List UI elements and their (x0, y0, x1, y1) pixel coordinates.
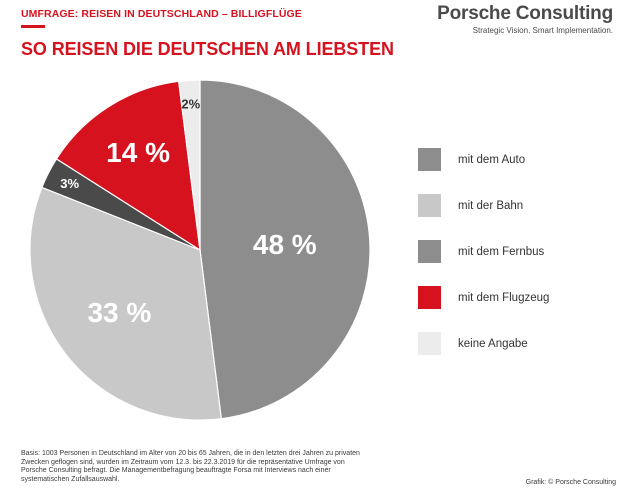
legend-swatch (418, 148, 441, 171)
methodology-note: Basis: 1003 Personen in Deutschland im A… (21, 450, 360, 483)
legend-label: mit dem Auto (458, 153, 526, 166)
legend-item-mit-der-bahn: mit der Bahn (418, 194, 549, 217)
chart-legend: mit dem Auto mit der Bahn mit dem Fernbus m… (418, 148, 549, 378)
pie-slice-mit-der-bahn (29, 186, 222, 421)
pie-slice-mit-dem-flugzeug (55, 80, 201, 252)
legend-swatch (418, 286, 441, 309)
legend-label: mit dem Fernbus (458, 245, 545, 258)
slice-label-keine-angabe: 2% (181, 97, 200, 112)
legend-label: keine Angabe (458, 337, 528, 350)
slice-label-mit-dem-fernbus: 3% (60, 176, 79, 191)
legend-swatch (418, 332, 441, 355)
slice-label-mit-der-bahn: 33 % (87, 297, 151, 328)
accent-rule (21, 25, 45, 28)
survey-kicker: UMFRAGE: REISEN IN DEUTSCHLAND – BILLIGF… (21, 8, 302, 20)
graphic-credit: Grafik: © Porsche Consulting (525, 479, 616, 486)
pie-slice-keine-angabe (178, 79, 201, 251)
brand-logo: Porsche Consulting Strategic Vision. Sma… (437, 3, 613, 35)
pie-slice-mit-dem-auto (199, 79, 371, 420)
legend-swatch (418, 240, 441, 263)
legend-item-mit-dem-flugzeug: mit dem Flugzeug (418, 286, 549, 309)
legend-item-mit-dem-fernbus: mit dem Fernbus (418, 240, 549, 263)
legend-swatch (418, 194, 441, 217)
legend-item-keine-angabe: keine Angabe (418, 332, 549, 355)
page-title: SO REISEN DIE DEUTSCHEN AM LIEBSTEN (21, 39, 394, 59)
legend-label: mit dem Flugzeug (458, 291, 550, 304)
slice-label-mit-dem-flugzeug: 14 % (106, 137, 170, 168)
legend-item-mit-dem-auto: mit dem Auto (418, 148, 549, 171)
slice-label-mit-dem-auto: 48 % (253, 229, 317, 260)
brand-tagline: Strategic Vision. Smart Implementation. (472, 26, 613, 35)
legend-label: mit der Bahn (458, 199, 524, 212)
brand-name: Porsche Consulting (437, 3, 613, 24)
